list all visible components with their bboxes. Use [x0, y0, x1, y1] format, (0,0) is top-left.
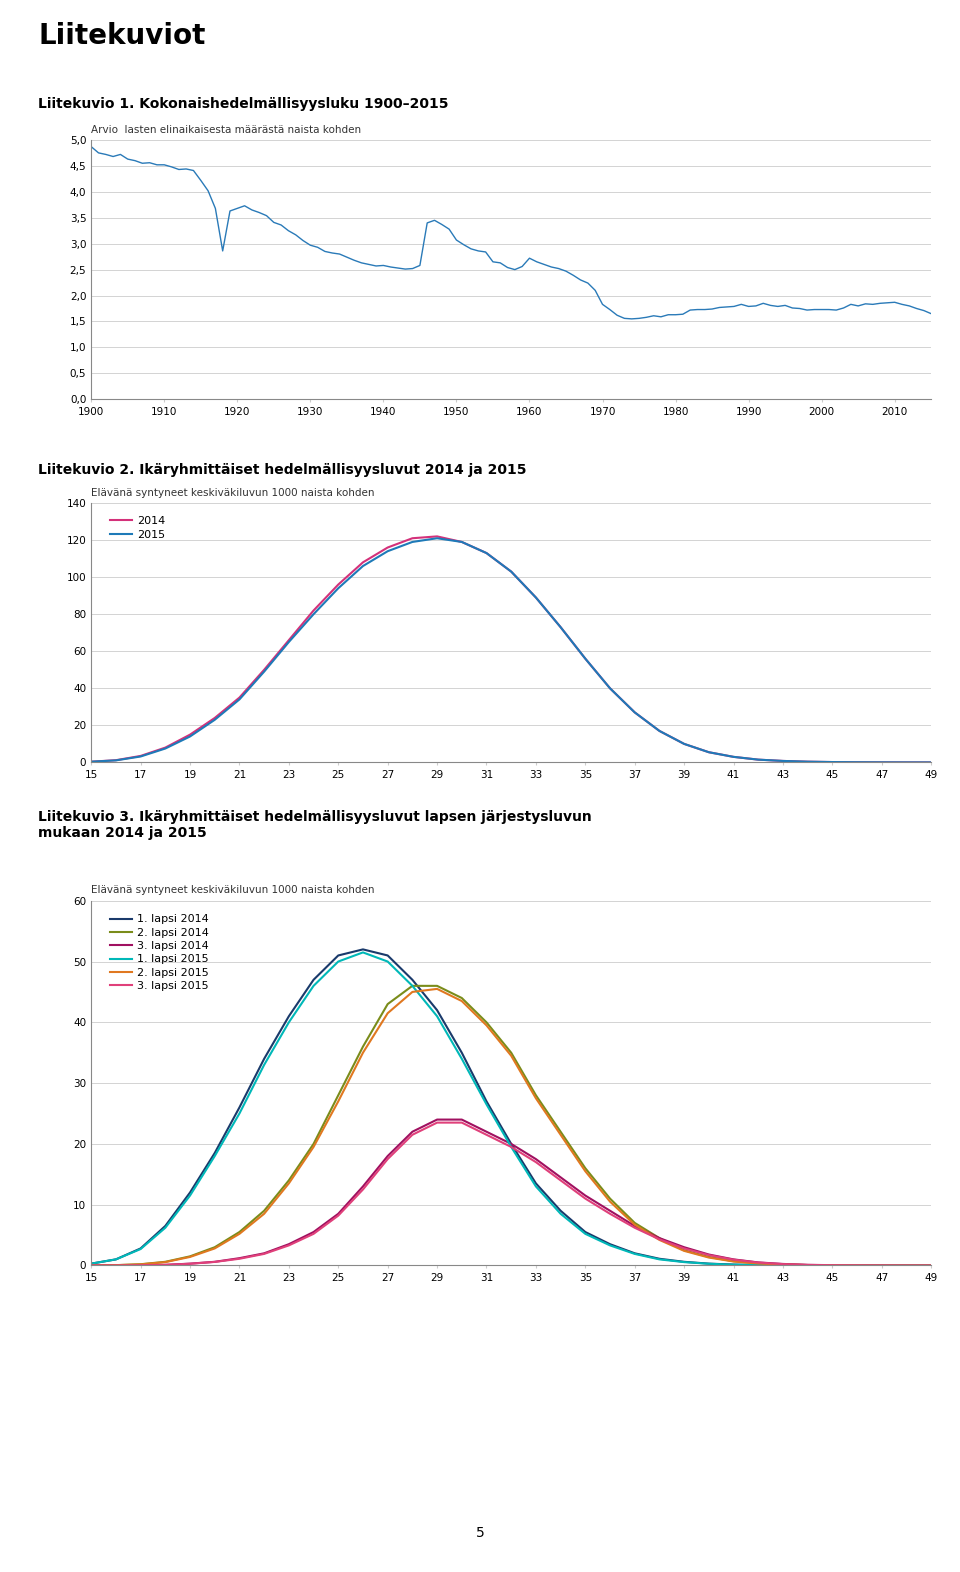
Text: Elävänä syntyneet keskiväkiluvun 1000 naista kohden: Elävänä syntyneet keskiväkiluvun 1000 na… — [91, 487, 374, 498]
Text: Liitekuvio 1. Kokonaishedelmällisyysluku 1900–2015: Liitekuvio 1. Kokonaishedelmällisyysluku… — [38, 97, 449, 110]
Legend: 1. lapsi 2014, 2. lapsi 2014, 3. lapsi 2014, 1. lapsi 2015, 2. lapsi 2015, 3. la: 1. lapsi 2014, 2. lapsi 2014, 3. lapsi 2… — [106, 910, 214, 995]
Text: Liitekuvio 2. Ikäryhmittäiset hedelmällisyysluvut 2014 ja 2015: Liitekuvio 2. Ikäryhmittäiset hedelmälli… — [38, 464, 527, 476]
Text: Liitekuviot: Liitekuviot — [38, 22, 205, 50]
Text: Elävänä syntyneet keskiväkiluvun 1000 naista kohden: Elävänä syntyneet keskiväkiluvun 1000 na… — [91, 885, 374, 896]
Text: 5: 5 — [475, 1526, 485, 1541]
Text: Arvio  lasten elinaikaisesta määrästä naista kohden: Arvio lasten elinaikaisesta määrästä nai… — [91, 124, 361, 135]
Legend: 2014, 2015: 2014, 2015 — [106, 511, 170, 544]
Text: Liitekuvio 3. Ikäryhmittäiset hedelmällisyysluvut lapsen järjestysluvun
mukaan 2: Liitekuvio 3. Ikäryhmittäiset hedelmälli… — [38, 810, 592, 839]
